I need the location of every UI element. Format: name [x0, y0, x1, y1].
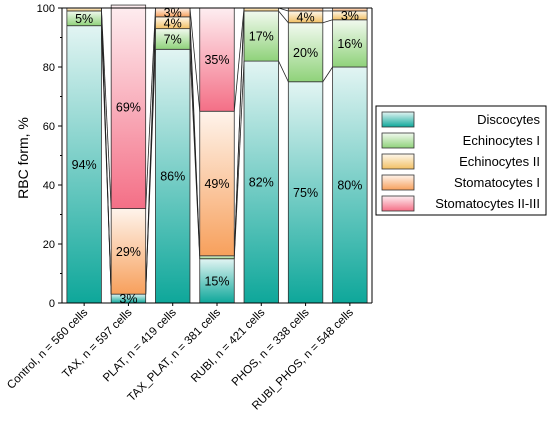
- data-label: 17%: [249, 30, 274, 44]
- legend-swatch: [381, 111, 415, 128]
- legend: Discocytes Echinocytes I Echinocytes II Sto…: [375, 105, 547, 216]
- bar-segment: [110, 208, 147, 295]
- bar-segment: [66, 25, 102, 304]
- connector-line: [100, 7, 112, 295]
- data-label: 15%: [204, 274, 229, 288]
- data-labels-group: 94%5%3%29%69%86%7%4%3%15%49%35%82%17%75%…: [72, 6, 363, 306]
- x-tick-label: Control, n = 560 cells: [5, 306, 90, 391]
- data-label: 4%: [164, 16, 182, 30]
- data-label: 49%: [204, 177, 229, 191]
- bar-segment: [199, 110, 235, 257]
- bar-segment: [199, 255, 235, 260]
- legend-label: Stomatocytes I: [454, 175, 540, 190]
- legend-swatch: [381, 174, 415, 191]
- connector-line: [322, 19, 333, 24]
- data-label: 3%: [341, 9, 359, 23]
- bar-segment: [199, 7, 235, 112]
- y-tick-label: 100: [37, 3, 55, 15]
- connector-line: [189, 16, 201, 256]
- connector-line: [233, 7, 245, 112]
- x-tick-label: RUBI, n = 421 cells: [189, 306, 267, 384]
- data-label: 3%: [164, 6, 182, 20]
- bar-segment: [332, 19, 368, 68]
- connector-line: [278, 10, 289, 24]
- bar-segment: [287, 22, 324, 83]
- bar-segment: [243, 60, 279, 304]
- axes-group: 0 20 40 60 80 100: [37, 3, 373, 310]
- data-label: 94%: [72, 158, 97, 172]
- data-label: 82%: [249, 176, 274, 190]
- x-tick-label: PLAT, n = 419 cells: [101, 306, 179, 384]
- bar-segment: [287, 81, 324, 304]
- legend-swatch: [381, 153, 415, 170]
- legend-label: Discocytes: [477, 112, 540, 127]
- y-axis-label: RBC form, %: [15, 117, 31, 199]
- connector-line: [189, 7, 201, 112]
- y-tick-label: 60: [43, 121, 55, 133]
- connector-lines: [100, 7, 333, 295]
- data-label: 5%: [75, 12, 93, 26]
- bar-segment: [199, 258, 235, 304]
- data-label: 80%: [337, 179, 362, 193]
- data-label: 29%: [116, 245, 141, 259]
- connector-line: [233, 7, 245, 256]
- bar-segment: [243, 10, 279, 62]
- legend-label: Echinocytes I: [463, 133, 540, 148]
- connector-line: [278, 60, 289, 82]
- data-label: 7%: [164, 32, 182, 46]
- data-label: 4%: [297, 10, 315, 24]
- legend-label: Stomatocytes II-III: [435, 196, 540, 211]
- connector-line: [145, 7, 156, 209]
- connector-line: [233, 61, 245, 259]
- bar-segment: [155, 48, 191, 304]
- data-label: 75%: [293, 186, 318, 200]
- connector-line: [145, 16, 156, 295]
- data-label: 69%: [116, 100, 141, 114]
- y-tick-label: 0: [49, 298, 55, 310]
- bars-group: [66, 4, 368, 304]
- connector-line: [322, 66, 333, 82]
- legend-swatch: [381, 195, 415, 212]
- data-label: 86%: [160, 170, 185, 184]
- connector-line: [100, 7, 112, 209]
- legend-label: Echinocytes II: [459, 154, 540, 169]
- y-tick-label: 40: [43, 180, 55, 192]
- x-tick-label: PHOS, n = 338 cells: [230, 306, 312, 388]
- legend-swatch: [381, 132, 415, 149]
- bar-segment: [110, 4, 147, 210]
- data-label: 16%: [337, 37, 362, 51]
- y-tick-label: 20: [43, 239, 55, 251]
- x-tick-label: TAX_PLAT, n = 381 cells: [126, 306, 224, 404]
- data-label: 20%: [293, 46, 318, 60]
- data-label: 35%: [204, 53, 229, 67]
- y-tick-label: 80: [43, 62, 55, 74]
- bar-segment: [332, 66, 368, 304]
